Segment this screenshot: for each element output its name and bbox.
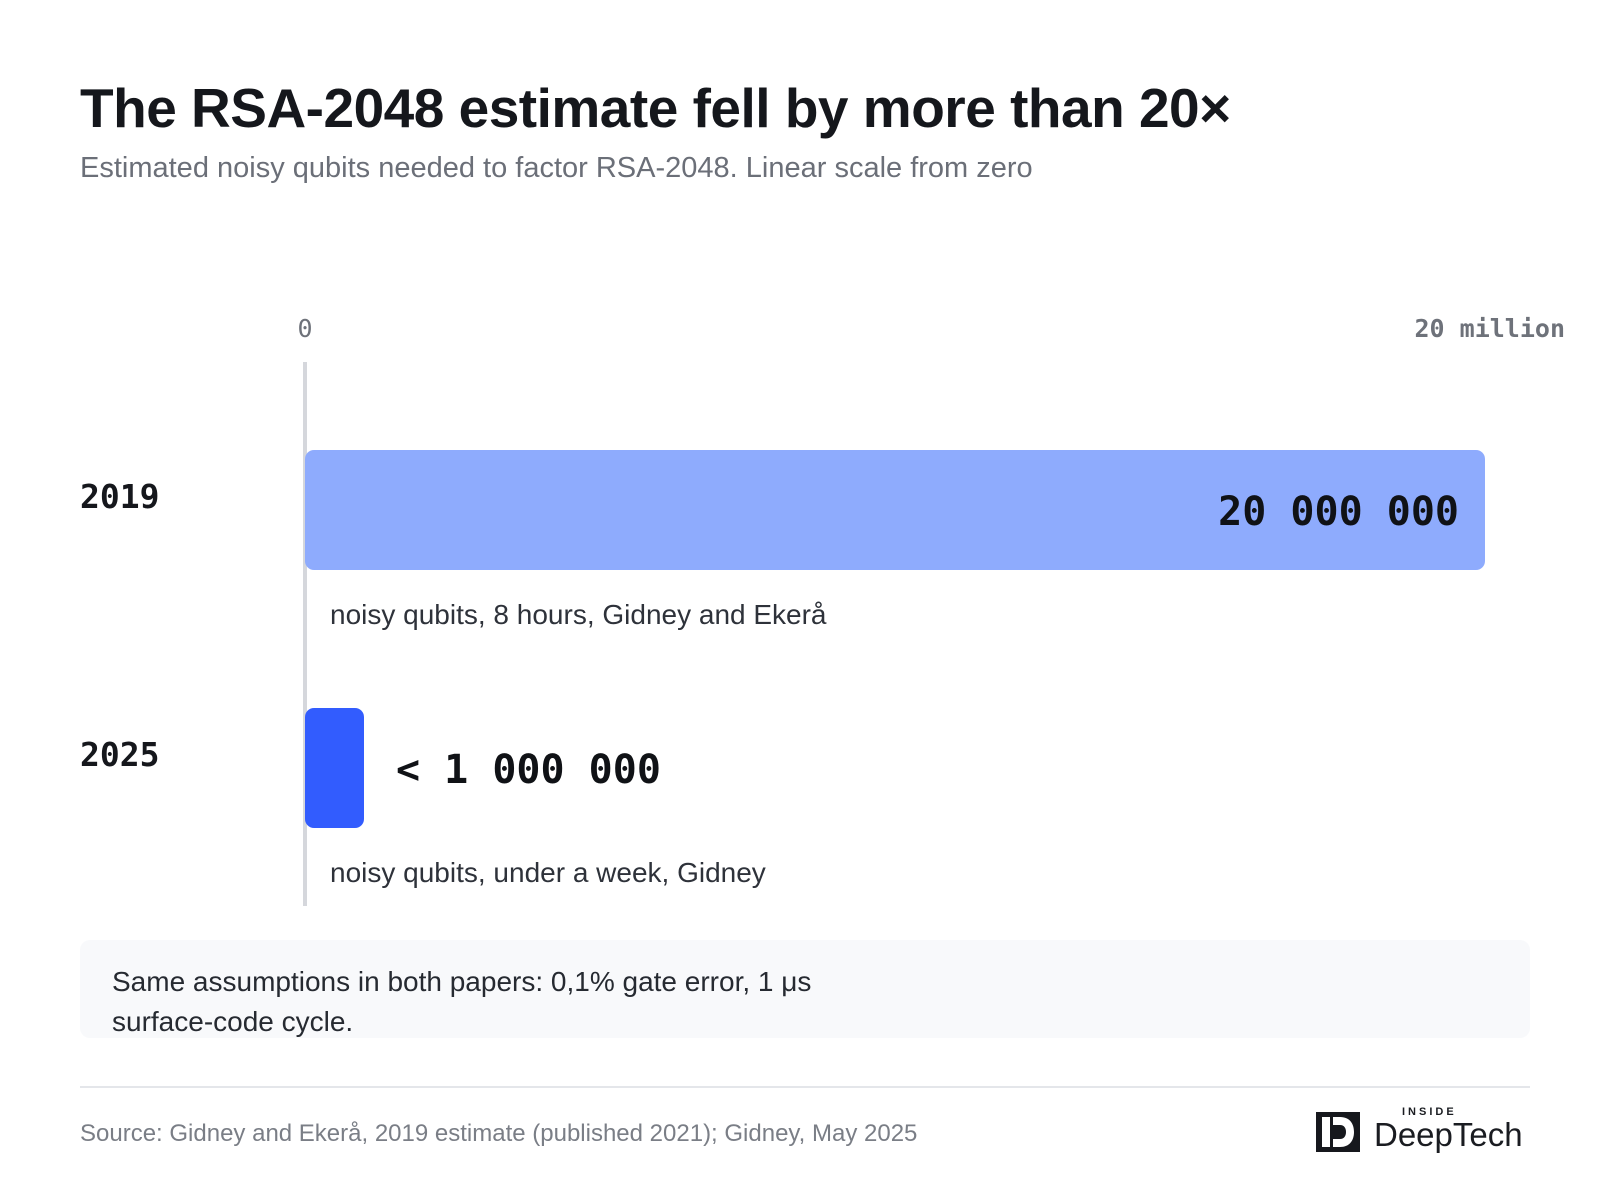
bar-caption-2019: noisy qubits, 8 hours, Gidney and Ekerå xyxy=(330,599,827,630)
bar-2025 xyxy=(305,708,364,828)
x-tick-label-max: 20 million xyxy=(1414,314,1565,343)
category-label-2025: 2025 xyxy=(80,735,159,774)
bar-caption-2025: noisy qubits, under a week, Gidney xyxy=(330,857,766,888)
chart-title: The RSA-2048 estimate fell by more than … xyxy=(80,77,1231,139)
deeptech-logo-icon xyxy=(1316,1112,1360,1152)
value-label-2019: 20 000 000 xyxy=(1218,489,1459,535)
bar-2019 xyxy=(305,450,1485,570)
category-label-2019: 2019 xyxy=(80,477,159,516)
assumptions-note: Same assumptions in both papers: 0,1% ga… xyxy=(80,940,1530,1038)
assumptions-note-text: Same assumptions in both papers: 0,1% ga… xyxy=(112,966,812,1037)
chart-subtitle: Estimated noisy qubits needed to factor … xyxy=(80,152,1033,184)
logo-small-text: INSIDE xyxy=(1402,1106,1457,1118)
source-citation: Source: Gidney and Ekerå, 2019 estimate … xyxy=(80,1120,918,1147)
logo-big-text: DeepTech xyxy=(1374,1116,1523,1153)
bar-chart: 0 20 million 2019 20 000 000 noisy qubits,… xyxy=(80,314,1565,906)
inside-deeptech-logo: INSIDE DeepTech xyxy=(1316,1106,1532,1153)
value-label-2025: < 1 000 000 xyxy=(396,747,661,793)
x-tick-label-min: 0 xyxy=(297,314,312,343)
footer-divider xyxy=(80,1086,1530,1088)
bar-series: 2019 20 000 000 noisy qubits, 8 hours, Gid… xyxy=(80,450,1485,888)
